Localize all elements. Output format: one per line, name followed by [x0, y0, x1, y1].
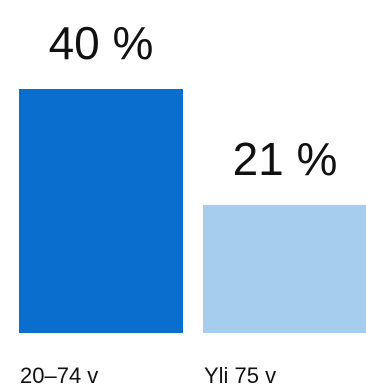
value-labels-group: 40 % 21 % [49, 17, 338, 185]
bars-group [19, 89, 366, 333]
bar-2 [203, 204, 366, 333]
value-label-2: 21 % [233, 133, 338, 185]
value-label-1: 40 % [49, 17, 154, 69]
category-label-1: 20–74 v [20, 363, 98, 388]
bar-1 [19, 89, 183, 333]
category-label-2: Yli 75 v [204, 363, 276, 388]
category-labels-group: 20–74 v Yli 75 v [20, 363, 276, 388]
